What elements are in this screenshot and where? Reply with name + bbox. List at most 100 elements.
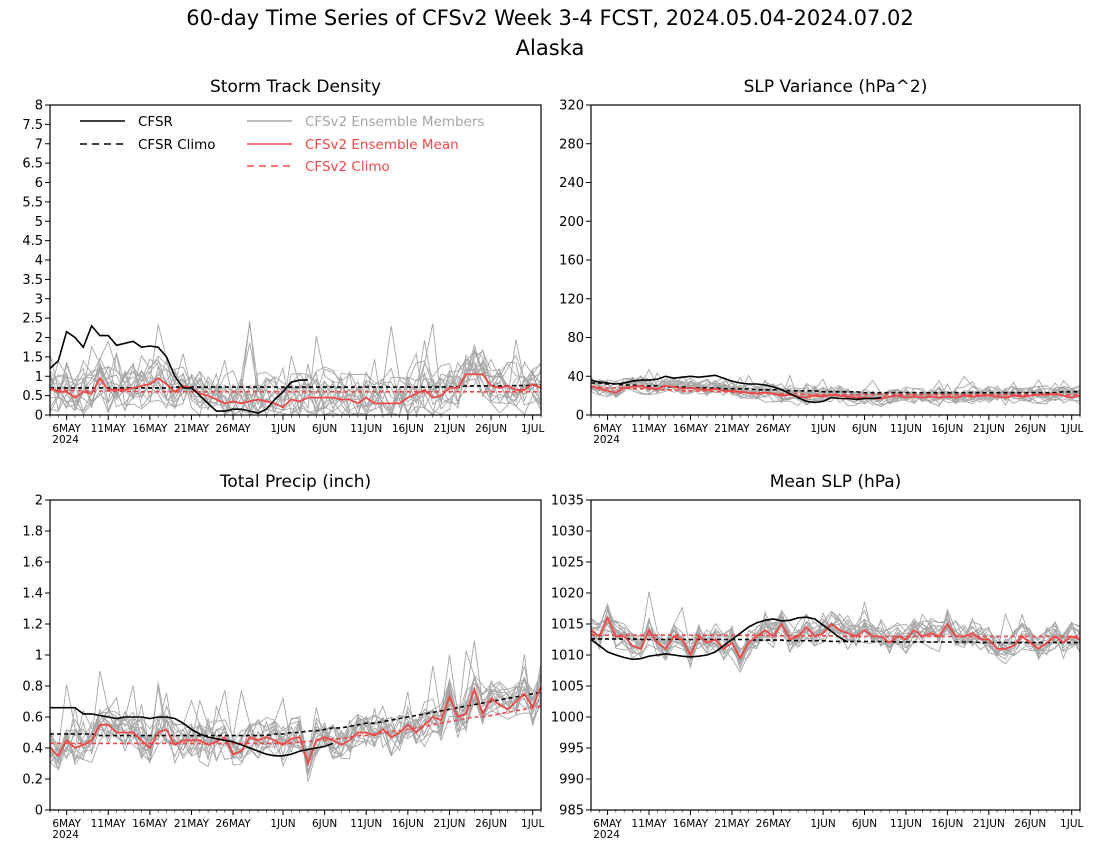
x-tick-label: 21MAY <box>174 818 210 830</box>
ensemble-member-line <box>50 686 541 768</box>
y-tick-label: 1005 <box>551 680 584 695</box>
y-tick-label: 1.5 <box>22 350 43 365</box>
x-tick-label: 6MAY <box>593 423 622 435</box>
x-tick-label: 21JUN <box>973 818 1005 830</box>
panel-title: SLP Variance (hPa^2) <box>744 77 928 97</box>
x-tick-label: 21MAY <box>714 818 750 830</box>
ensemble-member-line <box>50 366 541 415</box>
legend-label-cfsv2-climo: CFSv2 Climo <box>305 159 390 175</box>
y-tick-label: 990 <box>559 773 584 788</box>
cfsv2-climo-line <box>50 389 541 393</box>
panel-title: Mean SLP (hPa) <box>770 472 902 492</box>
y-tick-label: 2.5 <box>22 312 43 327</box>
x-tick-label: 11MAY <box>91 423 127 435</box>
cfsr-line <box>50 706 334 757</box>
x-tick-label: 21JUN <box>433 818 465 830</box>
y-tick-label: 1000 <box>551 711 584 726</box>
cfsv2-climo-line <box>591 386 1080 396</box>
chart-panel-4: Mean SLP (hPa) 985 990 995 1000 1005 1010 1015 1… <box>551 472 1084 841</box>
x-tick-label: 6JUN <box>312 818 337 830</box>
y-tick-label: 3 <box>35 292 43 307</box>
y-tick-label: 2 <box>35 331 43 346</box>
ensemble-member-line <box>50 355 541 415</box>
y-tick-label: 1010 <box>551 649 584 664</box>
plot-frame <box>49 499 542 811</box>
y-tick-label: 1.4 <box>22 587 43 602</box>
y-tick-label: 1030 <box>551 525 584 540</box>
x-tick-label: 11JUN <box>350 818 382 830</box>
x-tick-label: 26MAY <box>215 423 251 435</box>
chart-panel-1: Storm Track Density 0 0.5 1 1.5 2 2.5 3 3.5 4 4.5 5… <box>22 77 544 446</box>
x-tick-label: 26JUN <box>1014 423 1046 435</box>
plot-frame <box>590 104 1081 416</box>
x-tick-label: 21JUN <box>973 423 1005 435</box>
y-tick-label: 4.5 <box>22 234 43 249</box>
x-tick-label: 16JUN <box>392 423 424 435</box>
y-tick-label: 0.2 <box>22 773 43 788</box>
y-tick-label: 1 <box>35 370 43 385</box>
x-tick-label: 6JUN <box>312 423 337 435</box>
y-tick-label: 320 <box>559 99 584 114</box>
cfsr-climo-line <box>50 691 541 737</box>
ensemble-mean-line <box>591 615 1080 661</box>
x-tick-label: 1JUN <box>810 423 835 435</box>
ensemble-member-line <box>50 336 541 411</box>
cfsv2-climo-line <box>50 705 541 745</box>
legend-label-cfsr: CFSR <box>138 114 173 130</box>
x-tick-label: 11JUN <box>350 423 382 435</box>
x-tick-label: 1JUL <box>521 423 544 435</box>
x-tick-label: 6JUN <box>852 818 877 830</box>
figure-subtitle: Alaska <box>515 36 585 60</box>
y-tick-label: 5 <box>35 215 43 230</box>
panel-title: Total Precip (inch) <box>219 472 371 492</box>
x-tick-label: 26JUN <box>475 423 507 435</box>
y-tick-label: 985 <box>559 804 584 819</box>
x-tick-label: 21MAY <box>174 423 210 435</box>
chart-panel-3: Total Precip (inch) 0 0.2 0.4 0.6 0.8 1 1.2 1.4 1… <box>22 472 544 841</box>
ensemble-mean-line <box>50 373 541 409</box>
y-tick-label: 0 <box>576 409 584 424</box>
y-tick-label: 1.8 <box>22 525 43 540</box>
y-tick-label: 80 <box>567 331 584 346</box>
ensemble-member-line <box>50 676 541 782</box>
x-tick-label: 11JUN <box>890 423 922 435</box>
y-tick-label: 0 <box>35 804 43 819</box>
cfsr-climo-line <box>591 382 1080 394</box>
x-tick-label: 26MAY <box>215 818 251 830</box>
y-tick-label: 200 <box>559 215 584 230</box>
y-tick-label: 1.6 <box>22 556 43 571</box>
y-tick-label: 1025 <box>551 556 584 571</box>
legend: CFSR CFSR Climo CFSv2 Ensemble Members CFSv… <box>80 114 484 175</box>
y-tick-label: 4 <box>35 254 43 269</box>
x-tick-label: 16JUN <box>931 818 963 830</box>
x-tick-label: 6MAY <box>52 423 81 435</box>
x-tick-label: 16MAY <box>673 423 709 435</box>
x-tick-sublabel: 2024 <box>52 434 79 446</box>
ensemble-member-line <box>591 608 1080 661</box>
y-tick-label: 995 <box>559 742 584 757</box>
plot-frame <box>49 104 542 416</box>
y-tick-label: 1.2 <box>22 618 43 633</box>
x-tick-label: 6MAY <box>593 818 622 830</box>
cfsr-line <box>591 374 882 404</box>
x-tick-sublabel: 2024 <box>593 434 620 446</box>
x-tick-label: 26JUN <box>475 818 507 830</box>
x-tick-label: 21JUN <box>433 423 465 435</box>
plot-area <box>591 591 1080 673</box>
x-tick-sublabel: 2024 <box>52 829 79 841</box>
ensemble-member-line <box>50 340 541 411</box>
ensemble-member-line <box>591 591 1080 662</box>
x-tick-label: 11MAY <box>631 818 667 830</box>
x-tick-label: 26MAY <box>756 818 792 830</box>
y-tick-label: 3.5 <box>22 273 43 288</box>
plot-area <box>591 368 1080 408</box>
y-tick-label: 0 <box>35 409 43 424</box>
x-tick-label: 26JUN <box>1014 818 1046 830</box>
x-tick-label: 11MAY <box>631 423 667 435</box>
y-tick-label: 1035 <box>551 494 584 509</box>
y-tick-label: 1 <box>35 649 43 664</box>
x-tick-label: 16JUN <box>931 423 963 435</box>
y-tick-label: 0.8 <box>22 680 43 695</box>
ensemble-member-line <box>50 677 541 767</box>
ensemble-member-line <box>591 603 1080 666</box>
